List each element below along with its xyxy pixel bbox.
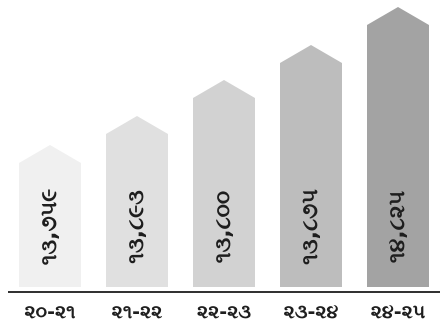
bar-value-label: ૧૩,૭૫૯ (37, 189, 62, 266)
bars-layer (19, 7, 429, 287)
bar-૨૧-૨૨ (106, 116, 168, 287)
bar-૨૩-૨૪ (280, 45, 342, 287)
bar-value-label: ૧૩,૮૯૩ (124, 190, 149, 264)
x-tick-label: ૨૦-૨૧ (25, 301, 76, 323)
x-tick-label: ૨૧-૨૨ (112, 301, 163, 323)
x-tick-label: ૨૪-૨૫ (371, 301, 426, 323)
x-tick-label: ૨૨-૨૩ (197, 301, 251, 323)
labels-layer: ૧૩,૭૫૯ ૨૦-૨૧ ૧૩,૮૯૩ ૨૧-૨૨ ૧૩,૮૦૦ ૨૨-૨૩ ૧૩,૮૭૫ ૨… (25, 189, 426, 323)
bar-૨૦-૨૧ (19, 145, 81, 287)
bar-value-label: ૧૪,૮૨૫ (385, 191, 410, 263)
bar-value-label: ૧૩,૮૦૦ (211, 191, 236, 263)
bar-૨૨-૨૩ (193, 80, 255, 287)
bar-value-label: ૧૩,૮૭૫ (298, 189, 323, 265)
bar-૨૪-૨૫ (367, 7, 429, 287)
x-tick-label: ૨૩-૨૪ (284, 301, 339, 323)
